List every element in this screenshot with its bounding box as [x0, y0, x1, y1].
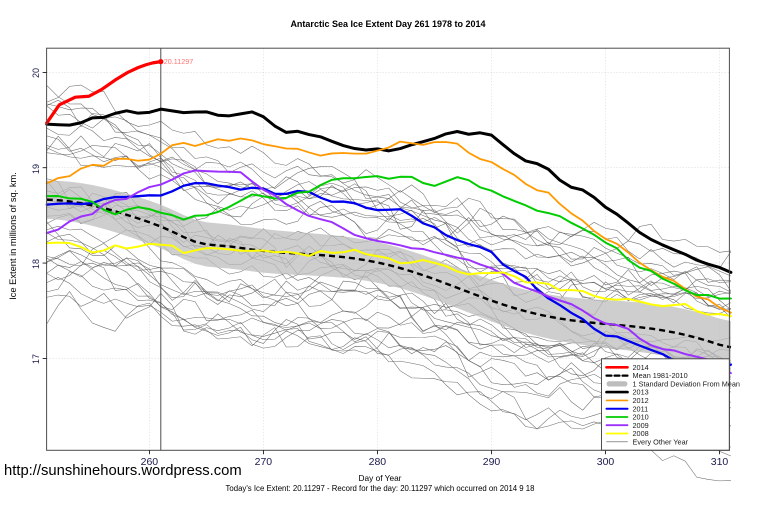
svg-text:Every Other Year: Every Other Year [633, 437, 689, 446]
svg-text:20.11297: 20.11297 [164, 57, 193, 66]
